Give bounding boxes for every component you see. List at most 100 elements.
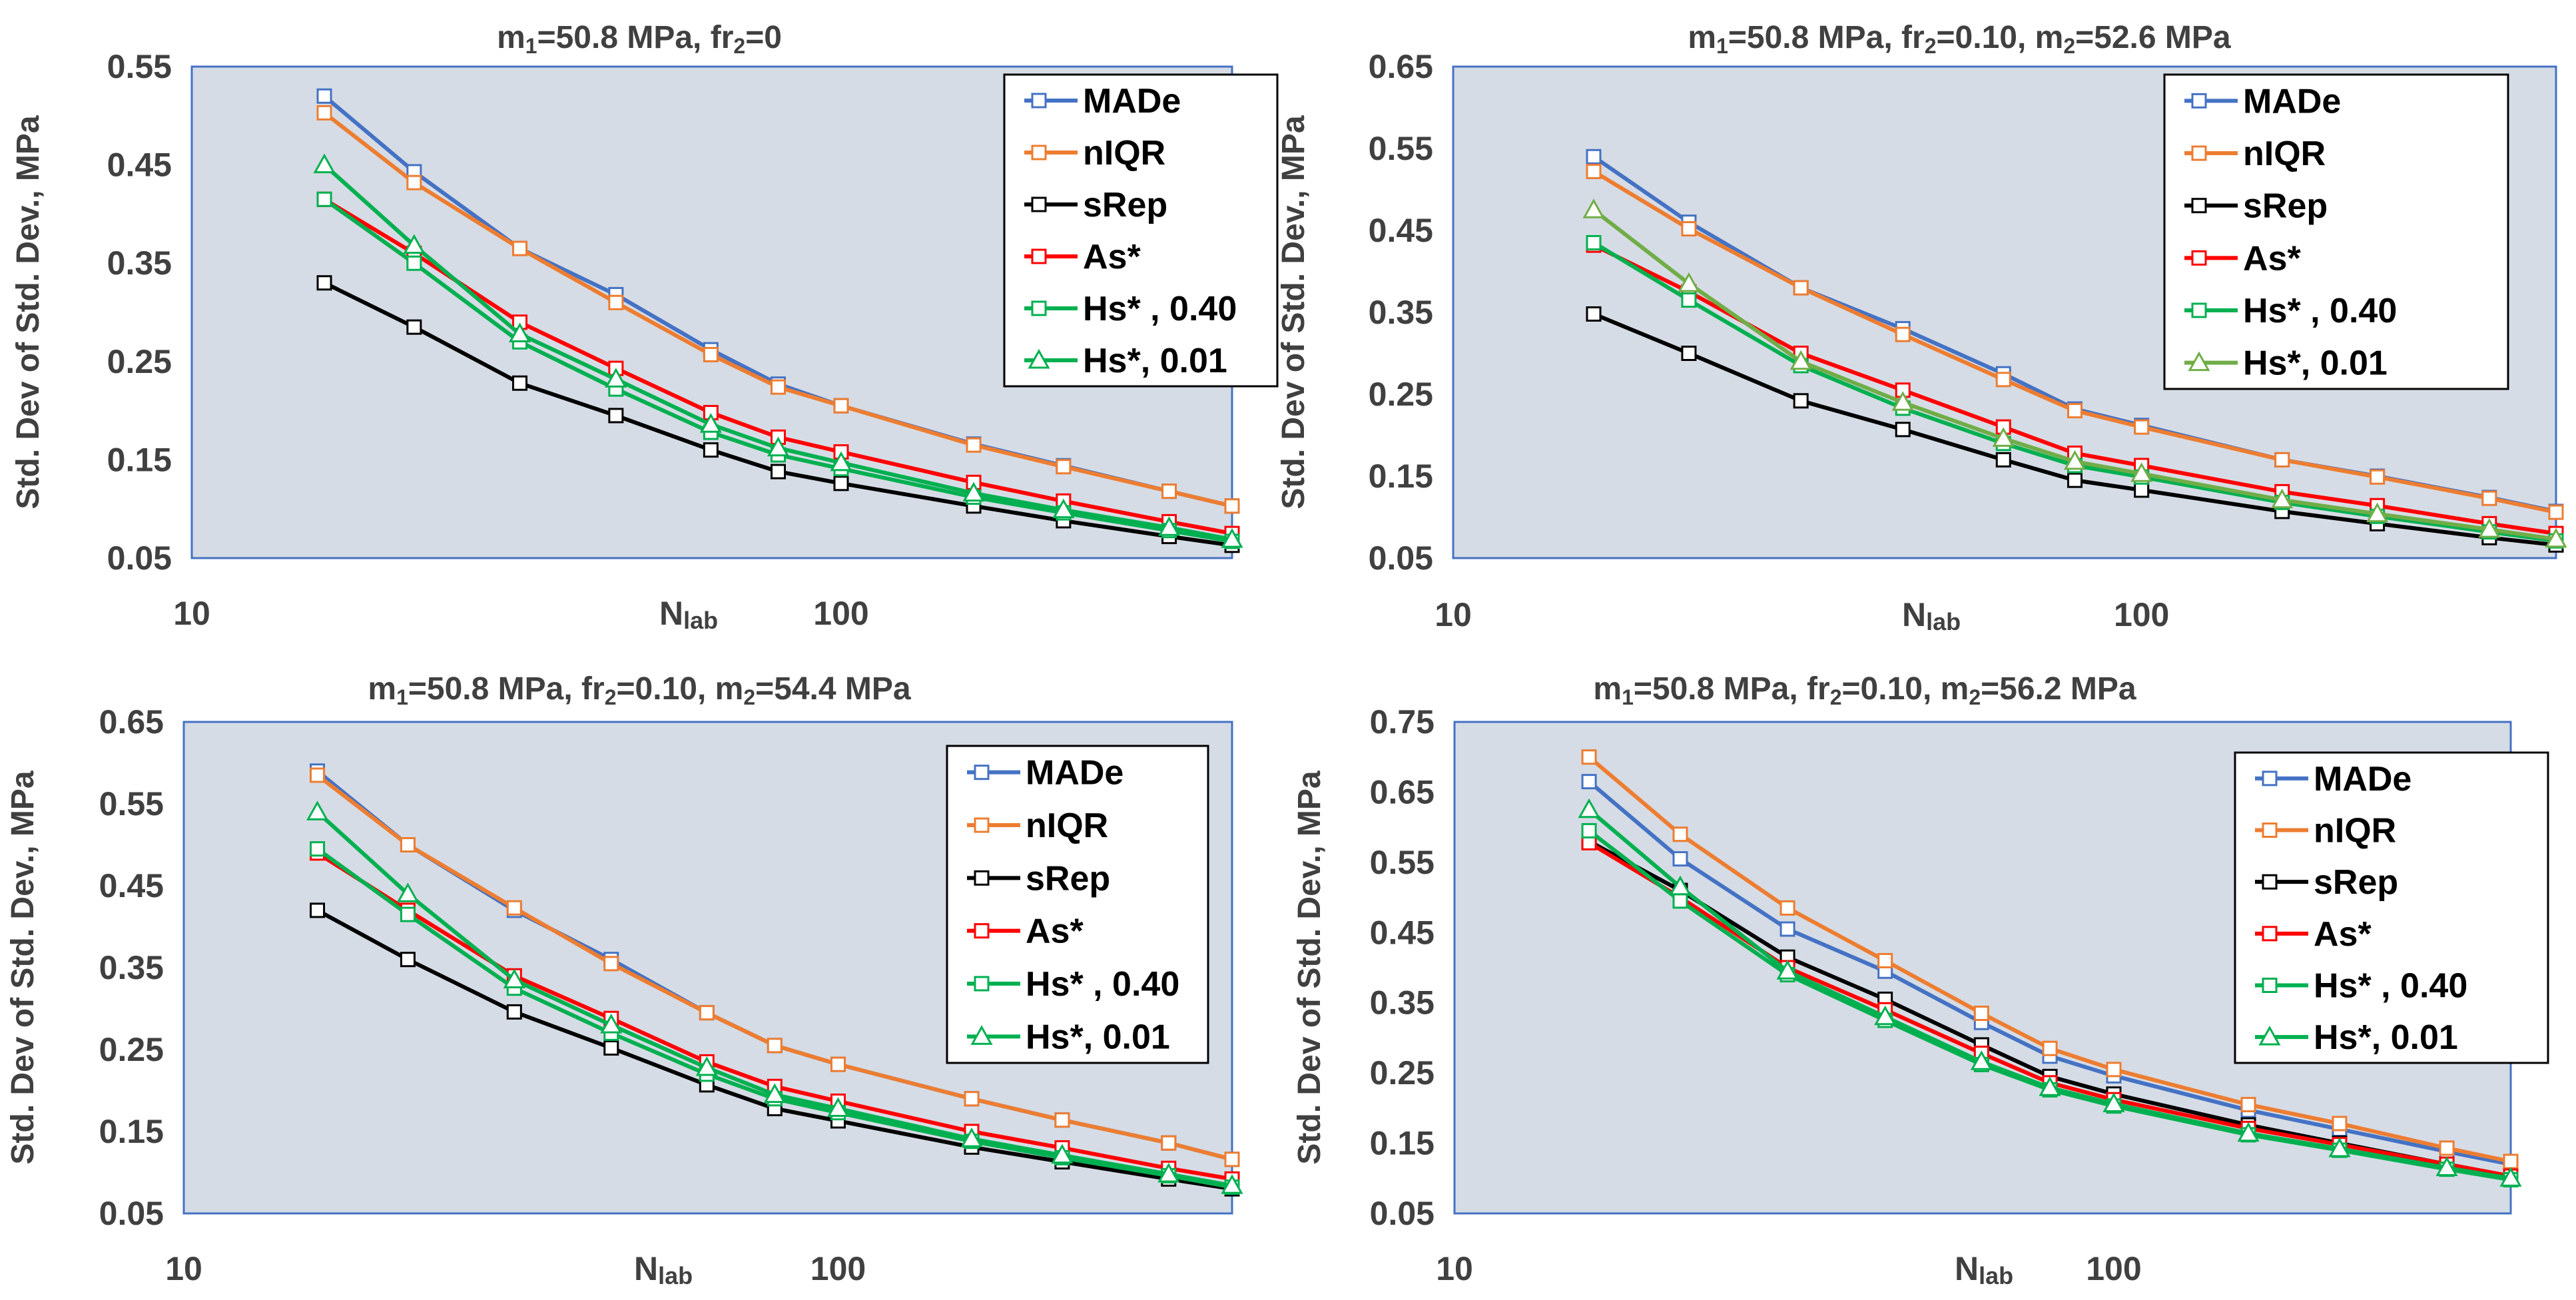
data-point	[1221, 527, 1243, 548]
data-point	[2134, 419, 2150, 435]
y-axis-label: Std. Dev of Std. Dev., MPa	[1276, 115, 1311, 509]
series-hs-0-01	[313, 153, 1243, 548]
data-point	[1877, 952, 1893, 968]
data-point	[1051, 1143, 1074, 1164]
legend-entry: sRep	[2184, 187, 2328, 226]
legend-label: nIQR	[1083, 134, 1165, 172]
x-tick-label: 100	[813, 595, 868, 632]
legend-swatch-marker	[974, 976, 990, 992]
data-point	[703, 346, 719, 362]
legend-label: sRep	[1083, 186, 1167, 224]
data-point	[503, 968, 525, 988]
legend-swatch-marker	[1028, 348, 1050, 369]
legend-entry: As*	[2255, 915, 2372, 954]
legend-swatch-marker	[2262, 771, 2278, 787]
series-hs-0-01	[306, 801, 1243, 1194]
data-point	[1995, 452, 2011, 468]
y-tick-label: 0.65	[1370, 773, 1435, 811]
data-point	[830, 451, 852, 472]
data-point	[400, 906, 416, 922]
y-tick-label: 0.25	[1370, 1054, 1435, 1092]
data-point	[400, 837, 416, 852]
legend-entry: Hs* , 0.40	[967, 965, 1179, 1004]
data-point	[1995, 372, 2011, 388]
legend-swatch-marker	[1031, 145, 1047, 161]
legend-label: nIQR	[2243, 135, 2326, 173]
y-tick-label: 0.45	[1370, 914, 1435, 951]
data-point	[833, 398, 849, 414]
data-point	[2271, 488, 2294, 509]
data-point	[310, 902, 326, 918]
legend-label: As*	[2243, 239, 2301, 278]
data-point	[2102, 1092, 2125, 1113]
legend-entry: MADe	[2255, 760, 2412, 799]
y-tick-label: 0.15	[107, 441, 172, 478]
data-point	[826, 1097, 850, 1118]
data-point	[2439, 1140, 2455, 1156]
y-tick-label: 0.15	[99, 1113, 164, 1150]
legend-box	[1003, 73, 1279, 388]
data-point	[600, 1014, 623, 1034]
data-point	[603, 1040, 619, 1056]
legend-entry: nIQR	[1024, 134, 1165, 172]
data-point	[1895, 326, 1911, 342]
legend-label: Hs*, 0.01	[2243, 344, 2388, 383]
data-point	[964, 1091, 980, 1107]
legend-box	[2163, 73, 2509, 390]
y-tick-label: 0.05	[1369, 539, 1433, 577]
data-point	[2237, 1122, 2260, 1142]
legend-box	[2234, 751, 2549, 1064]
data-point	[1895, 422, 1911, 438]
legend-swatch-marker	[2262, 822, 2278, 838]
data-point	[1669, 875, 1692, 896]
legend-entry: MADe	[967, 754, 1124, 793]
data-point	[1224, 498, 1240, 514]
legend-swatch-marker	[974, 870, 990, 886]
legend-label: MADe	[2314, 760, 2412, 799]
data-point	[316, 88, 332, 104]
legend-entry: Hs* , 0.40	[2255, 967, 2467, 1006]
y-tick-label: 0.05	[1370, 1195, 1435, 1232]
data-point	[1581, 822, 1597, 838]
legend-label: Hs* , 0.40	[1083, 290, 1237, 328]
data-point	[1793, 393, 1809, 409]
legend-swatch-marker	[2191, 93, 2207, 109]
y-tick-label: 0.35	[1370, 984, 1435, 1022]
y-tick-label: 0.55	[99, 785, 164, 822]
data-point	[605, 368, 627, 388]
data-point	[2366, 502, 2389, 523]
y-axis-label: Std. Dev of Std. Dev., MPa	[11, 115, 46, 509]
legend-swatch-marker	[974, 817, 990, 833]
legend-label: sRep	[2314, 863, 2398, 902]
data-point	[1874, 1005, 1897, 1026]
data-point	[767, 1038, 783, 1054]
data-point	[1221, 1174, 1243, 1194]
data-point	[1582, 198, 1605, 218]
legend-swatch-marker	[1031, 300, 1047, 316]
series-hs-0-01	[1578, 798, 2522, 1187]
data-point	[1224, 1151, 1240, 1167]
data-point	[2063, 450, 2087, 470]
data-point	[406, 319, 422, 335]
data-point	[608, 408, 624, 424]
legend-entry: nIQR	[967, 807, 1108, 845]
data-point	[2548, 504, 2564, 520]
data-point	[703, 442, 719, 458]
legend-entry: sRep	[967, 859, 1110, 898]
chart-panel-3: m1=50.8 MPa, fr2=0.10, m2=54.4 MPa 0.05 0.…	[5, 671, 1243, 1289]
x-tick-label: 100	[810, 1250, 866, 1287]
data-point	[1161, 1135, 1177, 1151]
legend-label: Hs* , 0.40	[2243, 292, 2397, 330]
series-niqr	[316, 105, 1240, 514]
data-point	[506, 1004, 522, 1020]
legend-box	[946, 745, 1209, 1064]
y-tick-label: 0.15	[1369, 458, 1433, 495]
legend-label: Hs* , 0.40	[2314, 967, 2467, 1006]
data-point	[1891, 391, 1914, 411]
data-point	[2499, 1167, 2522, 1187]
data-point	[1586, 149, 1602, 164]
legend-swatch-marker	[2191, 302, 2207, 318]
legend-label: Hs*, 0.01	[1083, 342, 1227, 380]
data-point	[1578, 798, 1600, 818]
legend-entry: As*	[1024, 238, 1141, 276]
